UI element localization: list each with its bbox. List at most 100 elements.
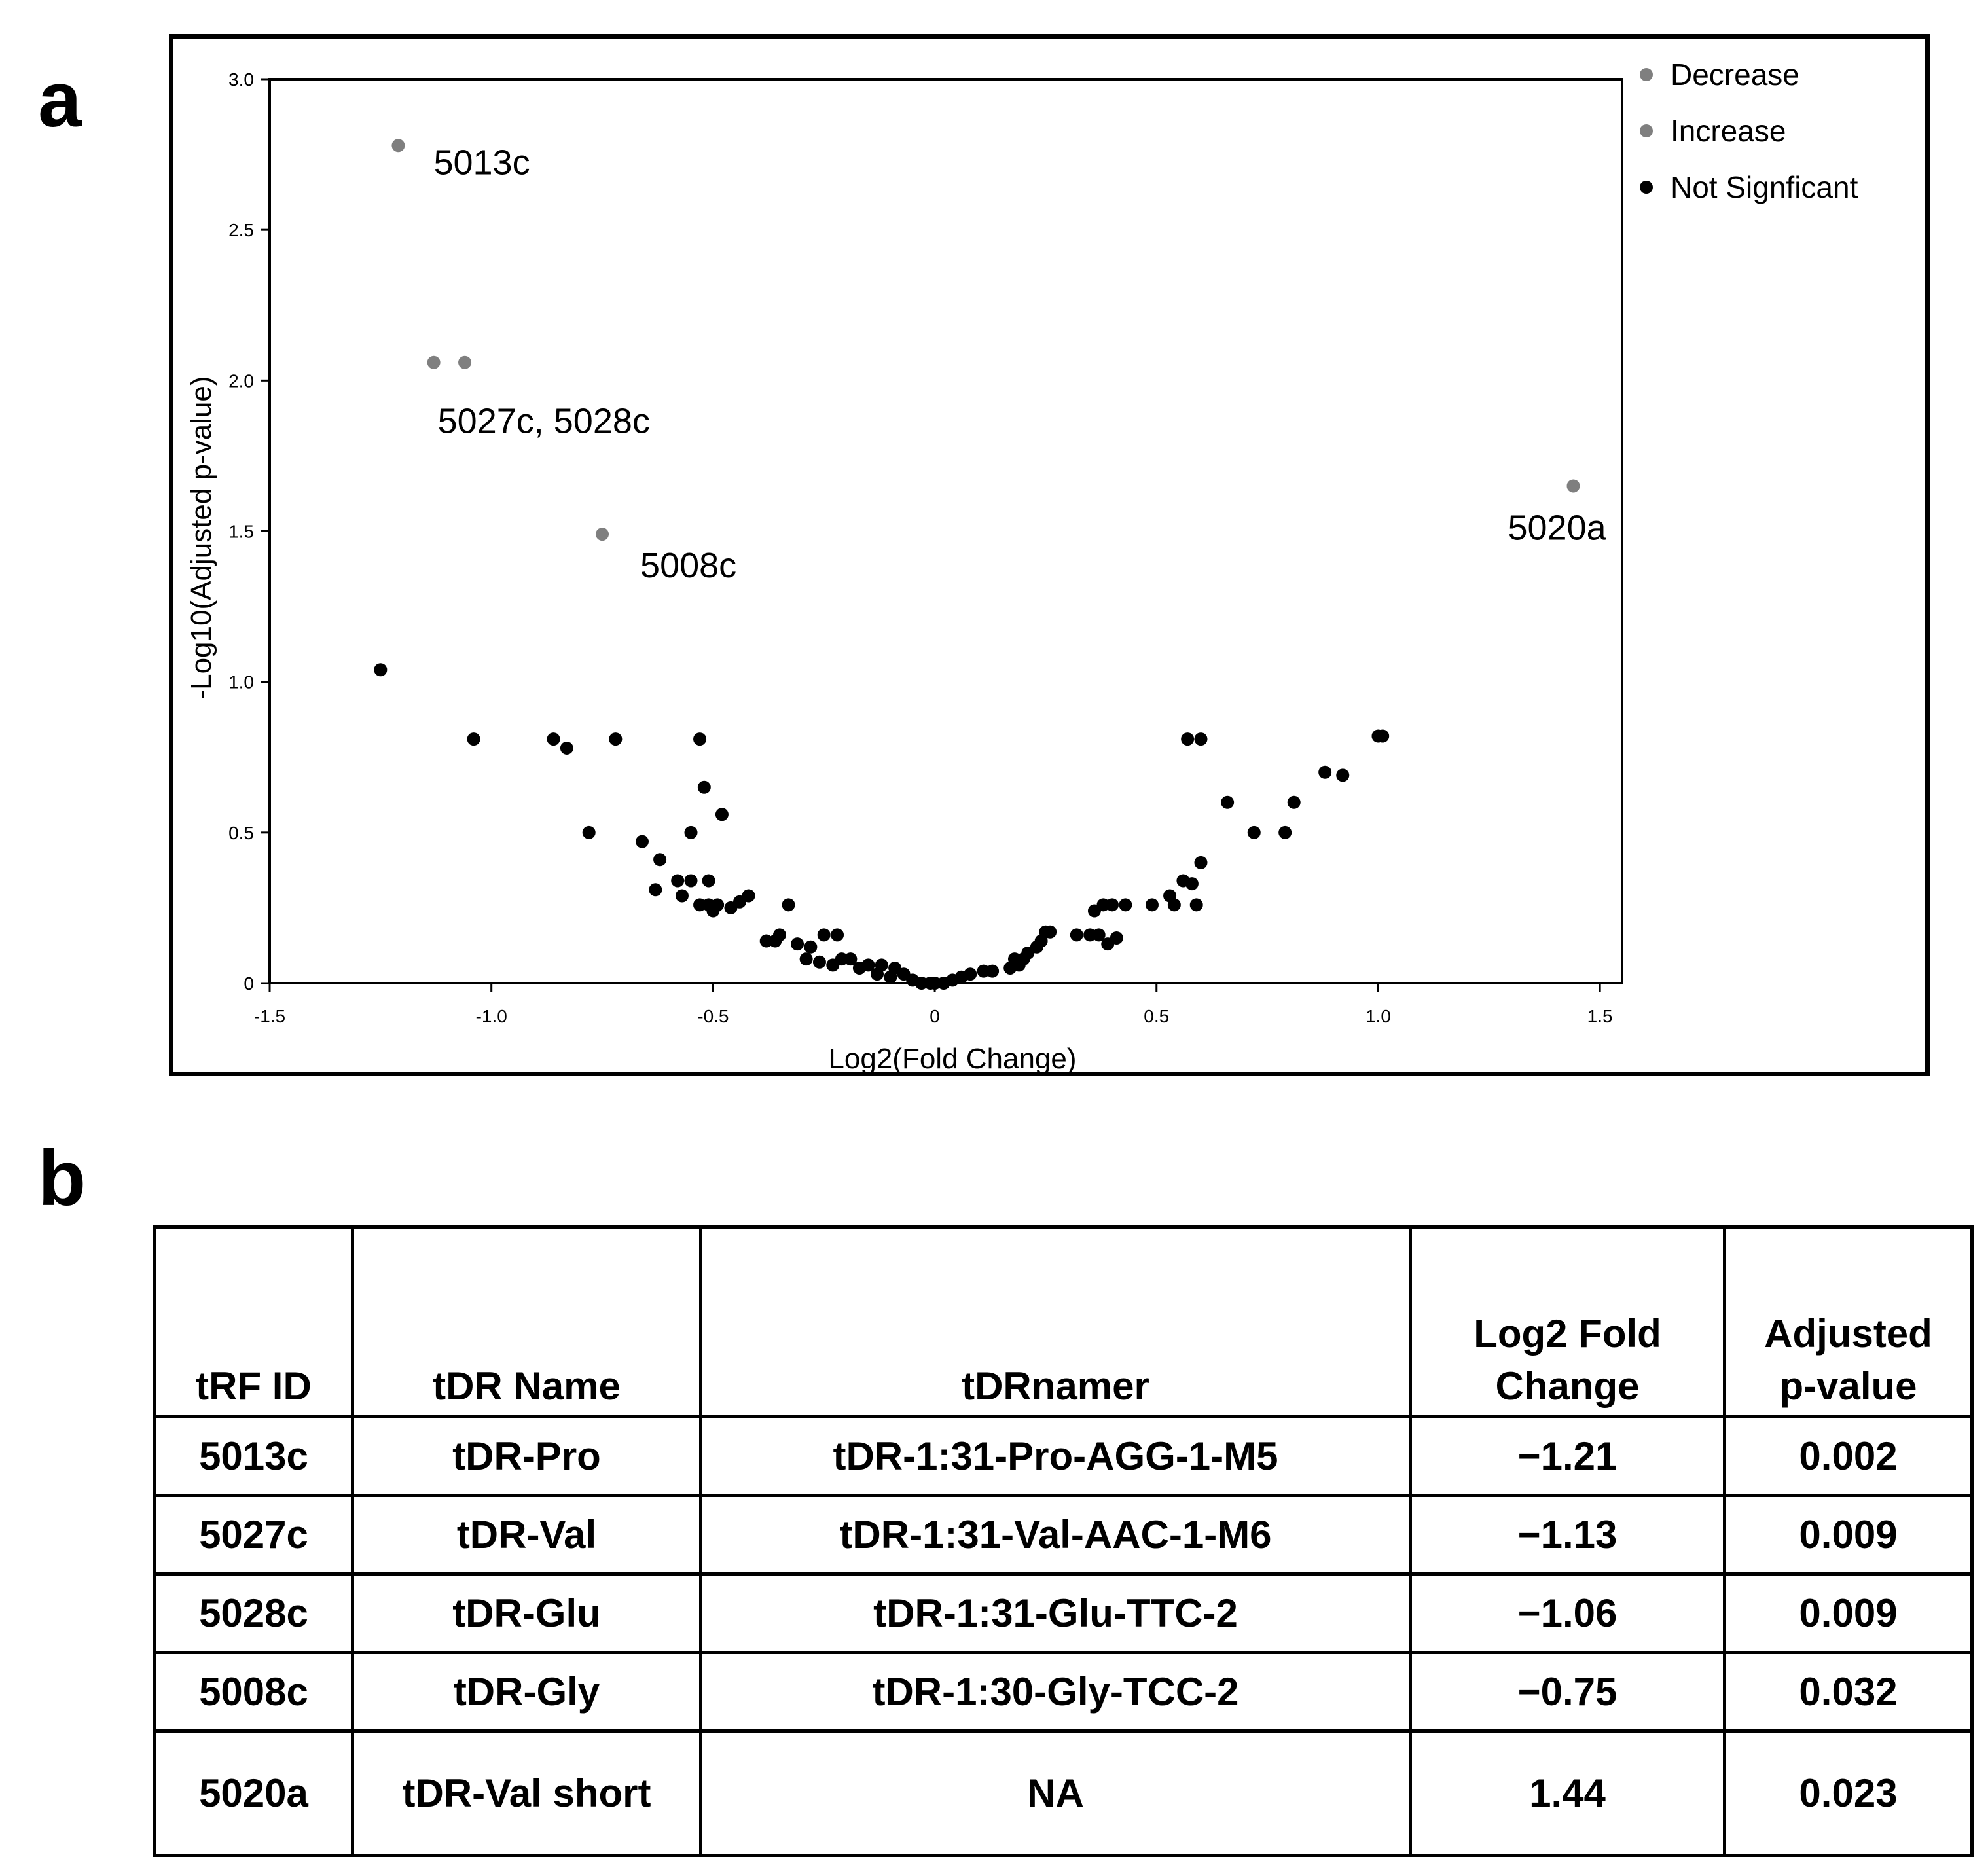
point-not-signficant <box>844 952 858 966</box>
point-not-signficant <box>693 732 707 746</box>
point-not-signficant <box>715 808 729 821</box>
x-tick-label: -1.5 <box>254 1006 285 1026</box>
cell-tdrnamer: NA <box>699 1729 1412 1857</box>
legend-label: Decrease <box>1671 58 1799 92</box>
header-tdr-name: tDR Name <box>351 1225 702 1418</box>
point-not-signficant <box>635 835 649 848</box>
table-row: 5013c tDR-Pro tDR-1:31-Pro-AGG-1-M5 −1.2… <box>153 1415 1974 1497</box>
point-not-signficant <box>964 967 977 981</box>
point-not-signficant <box>706 904 720 918</box>
y-tick-label: 2.5 <box>228 220 254 240</box>
point-not-signficant <box>782 898 795 912</box>
point-not-signficant <box>697 780 711 794</box>
cell-tdr-name: tDR-Val <box>351 1494 702 1576</box>
y-tick-label: 1.5 <box>228 522 254 542</box>
y-tick-label: 1.0 <box>228 672 254 693</box>
point-not-signficant <box>467 732 480 746</box>
legend-marker <box>1640 181 1653 194</box>
x-tick-label: 0 <box>930 1006 940 1026</box>
point-decrease <box>596 528 609 541</box>
point-not-signficant <box>1336 768 1350 782</box>
point-annotation: 5027c, 5028c <box>438 402 650 441</box>
point-not-signficant <box>582 825 596 839</box>
cell-tdrnamer: tDR-1:30-Gly-TCC-2 <box>699 1651 1412 1733</box>
point-increase <box>1566 479 1580 493</box>
cell-tdr-name: tDR-Val short <box>351 1729 702 1857</box>
point-not-signficant <box>374 663 388 677</box>
chart-frame <box>169 34 1930 1076</box>
x-tick-label: 1.0 <box>1365 1006 1391 1026</box>
point-not-signficant <box>1181 732 1195 746</box>
point-not-signficant <box>817 928 831 942</box>
legend-label: Increase <box>1671 114 1786 148</box>
cell-trf-id: 5028c <box>153 1572 354 1654</box>
point-not-signficant <box>684 874 698 888</box>
x-tick-label: -0.5 <box>697 1006 729 1026</box>
point-not-signficant <box>772 928 786 942</box>
y-axis-label: -Log10(Adjusted p-value) <box>185 376 217 699</box>
point-not-signficant <box>831 928 844 942</box>
cell-adjusted-p-value: 0.009 <box>1723 1494 1974 1576</box>
cell-tdr-name: tDR-Pro <box>351 1415 702 1497</box>
point-not-signficant <box>812 955 826 969</box>
cell-adjusted-p-value: 0.023 <box>1723 1729 1974 1857</box>
table-row: 5020a tDR-Val short NA 1.44 0.023 <box>153 1729 1974 1857</box>
point-annotation: 5008c <box>640 546 736 585</box>
point-not-signficant <box>560 741 573 755</box>
point-not-signficant <box>702 874 715 888</box>
cell-trf-id: 5013c <box>153 1415 354 1497</box>
volcano-plot: -1.5 -1.0 -0.5 0 0.5 1.0 1.5 0 0.5 1.0 1.5 2.0 2.5 3.… <box>185 58 1858 1075</box>
legend-marker <box>1640 124 1653 137</box>
point-annotation: 5013c <box>433 143 530 182</box>
cell-log2-fold-change: −1.06 <box>1409 1572 1726 1654</box>
cell-log2-fold-change: −1.13 <box>1409 1494 1726 1576</box>
point-not-signficant <box>1043 925 1057 939</box>
cell-tdrnamer: tDR-1:31-Val-AAC-1-M6 <box>699 1494 1412 1576</box>
cell-tdr-name: tDR-Gly <box>351 1651 702 1733</box>
header-log2-fold-change: Log2 Fold Change <box>1409 1225 1726 1418</box>
plot-area <box>268 78 1623 984</box>
point-not-signficant <box>1189 898 1203 912</box>
point-not-signficant <box>804 940 818 954</box>
point-not-signficant <box>671 874 685 888</box>
cell-trf-id: 5020a <box>153 1729 354 1857</box>
results-table: tRF ID tDR Name tDRnamer Log2 Fold Change… <box>153 1225 1974 1857</box>
cell-adjusted-p-value: 0.002 <box>1723 1415 1974 1497</box>
point-not-signficant <box>1194 732 1208 746</box>
y-tick-label: 3.0 <box>228 69 254 90</box>
y-tick-label: 0 <box>244 973 254 994</box>
cell-log2-fold-change: −0.75 <box>1409 1651 1726 1733</box>
point-not-signficant <box>799 952 813 966</box>
point-not-signficant <box>675 889 689 903</box>
point-not-signficant <box>1185 877 1199 891</box>
point-not-signficant <box>1247 825 1261 839</box>
point-not-signficant <box>1278 825 1292 839</box>
point-not-signficant <box>1221 795 1235 809</box>
point-decrease <box>391 139 405 153</box>
point-not-signficant <box>1087 904 1101 918</box>
table-row: 5028c tDR-Glu tDR-1:31-Glu-TTC-2 −1.06 0… <box>153 1572 1974 1654</box>
point-not-signficant <box>875 958 888 972</box>
point-not-signficant <box>1145 898 1159 912</box>
header-trf-id: tRF ID <box>153 1225 354 1418</box>
header-adjusted-p-value: Adjusted p-value <box>1723 1225 1974 1418</box>
x-tick-label: -1.0 <box>476 1006 507 1026</box>
point-not-signficant <box>1106 898 1119 912</box>
point-not-signficant <box>1119 898 1132 912</box>
point-not-signficant <box>684 825 698 839</box>
cell-tdr-name: tDR-Glu <box>351 1572 702 1654</box>
table-row: 5027c tDR-Val tDR-1:31-Val-AAC-1-M6 −1.1… <box>153 1494 1974 1576</box>
table-header-row: tRF ID tDR Name tDRnamer Log2 Fold Change… <box>153 1225 1974 1418</box>
point-not-signficant <box>547 732 560 746</box>
point-decrease <box>458 355 472 369</box>
y-tick-label: 2.0 <box>228 370 254 391</box>
cell-tdrnamer: tDR-1:31-Glu-TTC-2 <box>699 1572 1412 1654</box>
legend-marker <box>1640 68 1653 81</box>
table-row: 5008c tDR-Gly tDR-1:30-Gly-TCC-2 −0.75 0… <box>153 1651 1974 1733</box>
cell-trf-id: 5008c <box>153 1651 354 1733</box>
point-not-signficant <box>986 964 1000 978</box>
header-tdrnamer: tDRnamer <box>699 1225 1412 1418</box>
cell-log2-fold-change: 1.44 <box>1409 1729 1726 1857</box>
cell-log2-fold-change: −1.21 <box>1409 1415 1726 1497</box>
point-not-signficant <box>1318 765 1332 779</box>
